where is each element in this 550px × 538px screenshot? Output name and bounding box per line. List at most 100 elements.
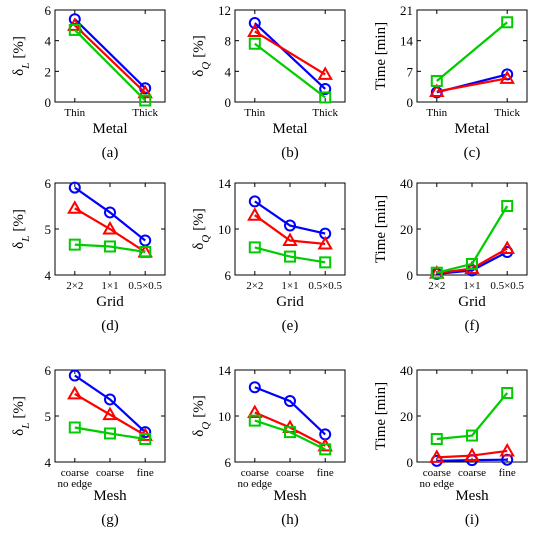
y-tick-label: 6 <box>45 363 52 378</box>
x-tick-label: 1×1 <box>463 280 480 292</box>
y-tick-label: 7 <box>407 64 414 79</box>
data-point-square <box>430 266 443 279</box>
data-point-circle <box>284 395 296 408</box>
x-axis-label: Mesh <box>273 488 307 504</box>
x-tick-label: coarse <box>423 467 451 479</box>
x-tick-label: 0.5×0.5 <box>308 280 342 292</box>
series-line-3 <box>74 426 146 441</box>
y-tick-label: 8 <box>225 34 232 49</box>
data-point-square <box>284 250 296 263</box>
x-tick-label: no edge <box>238 478 273 490</box>
y-tick-label: 10 <box>218 222 231 237</box>
y-axis-label-subscript: Q <box>200 422 212 430</box>
x-axis-label: Grid <box>276 294 304 310</box>
x-tick-label: 0.5×0.5 <box>128 280 162 292</box>
y-tick-label: 14 <box>218 363 232 378</box>
plot-frame <box>234 9 346 103</box>
data-point-square <box>68 238 81 251</box>
y-tick-label: 0 <box>45 95 52 110</box>
y-axis-label: Time [min] <box>373 382 389 450</box>
data-point-triangle <box>67 200 83 214</box>
data-point-square <box>104 427 116 440</box>
y-axis-label-main: δ <box>11 242 27 249</box>
data-point-triangle <box>247 207 263 221</box>
y-tick-label: 40 <box>400 176 413 191</box>
series-line-3 <box>254 419 326 451</box>
panel-caption: (e) <box>282 318 299 334</box>
x-axis-label: Mesh <box>93 488 127 504</box>
y-tick-label: 5 <box>45 409 52 424</box>
data-point-triangle <box>282 232 298 246</box>
y-axis-label-main: δ <box>191 243 207 250</box>
x-tick-label: Thin <box>64 107 85 119</box>
series-line-3 <box>436 21 508 82</box>
data-point-square <box>68 421 81 434</box>
data-point-triangle <box>464 447 480 462</box>
data-point-triangle <box>464 260 480 275</box>
data-point-square <box>248 241 261 254</box>
data-point-circle <box>104 393 116 406</box>
data-point-square <box>466 429 478 442</box>
y-tick-label: 12 <box>218 3 231 18</box>
y-tick-label: 14 <box>400 34 414 49</box>
panel-d: 4 5 6 2×2 1×1 0.5×0.5 δL [%] Grid (d) <box>11 176 166 334</box>
data-point-triangle <box>247 404 263 419</box>
series-line-1 <box>254 200 326 235</box>
panel-caption: (i) <box>465 512 479 528</box>
y-axis-label: δQ [%] <box>191 395 212 437</box>
data-point-square <box>319 443 332 456</box>
series-line-3 <box>74 243 146 254</box>
data-point-square <box>284 426 296 439</box>
panel-e: 6 10 14 2×2 1×1 0.5×0.5 δQ [%] Grid (e) <box>191 176 346 334</box>
x-tick-label: coarse <box>276 467 304 479</box>
data-point-square <box>248 37 261 50</box>
y-tick-label: 6 <box>45 3 52 18</box>
x-axis-label: Mesh <box>455 488 489 504</box>
x-tick-label: 0.5×0.5 <box>490 280 524 292</box>
y-tick-label: 21 <box>400 3 413 18</box>
y-axis-label: δQ [%] <box>191 208 212 250</box>
x-tick-label: Thick <box>494 107 520 119</box>
y-tick-label: 0 <box>407 455 414 470</box>
y-tick-label: 10 <box>218 409 231 424</box>
panel-caption: (g) <box>101 512 119 528</box>
x-axis-label: Grid <box>458 294 486 310</box>
data-point-circle <box>248 381 261 394</box>
x-tick-label: coarse <box>241 467 269 479</box>
x-tick-label: 1×1 <box>281 280 298 292</box>
y-tick-label: 4 <box>225 64 232 79</box>
series-line-3 <box>436 392 509 441</box>
data-point-square <box>466 257 478 270</box>
y-axis-label-subscript: L <box>20 63 32 70</box>
x-tick-label: fine <box>317 467 334 479</box>
y-tick-label: 6 <box>225 455 232 470</box>
data-point-square <box>139 246 152 258</box>
x-tick-label: 2×2 <box>428 280 445 292</box>
y-axis-label-subscript: Q <box>200 235 212 243</box>
data-point-square <box>501 200 514 212</box>
data-point-circle <box>284 219 296 232</box>
y-axis-label-main: Time [min] <box>373 382 389 450</box>
series-line-1 <box>74 374 146 433</box>
x-tick-label: coarse <box>96 467 124 479</box>
series-line-3 <box>74 29 146 102</box>
y-axis-label-subscript: Q <box>200 62 212 70</box>
data-point-square <box>139 94 152 107</box>
x-tick-label: Thin <box>426 107 447 119</box>
data-point-square <box>68 23 81 36</box>
data-point-triangle <box>499 240 515 255</box>
x-tick-label: no edge <box>420 478 455 490</box>
y-axis-label-main: δ <box>11 429 27 436</box>
data-point-circle <box>68 369 81 382</box>
y-tick-label: 0 <box>225 95 232 110</box>
x-tick-label: 2×2 <box>246 280 263 292</box>
plot-frame <box>54 9 166 103</box>
y-axis-label-unit: [%] <box>191 395 207 418</box>
series-line-1 <box>254 22 326 90</box>
data-point-circle <box>248 17 261 30</box>
x-axis-label: Metal <box>93 121 128 137</box>
x-tick-label: fine <box>499 467 516 479</box>
